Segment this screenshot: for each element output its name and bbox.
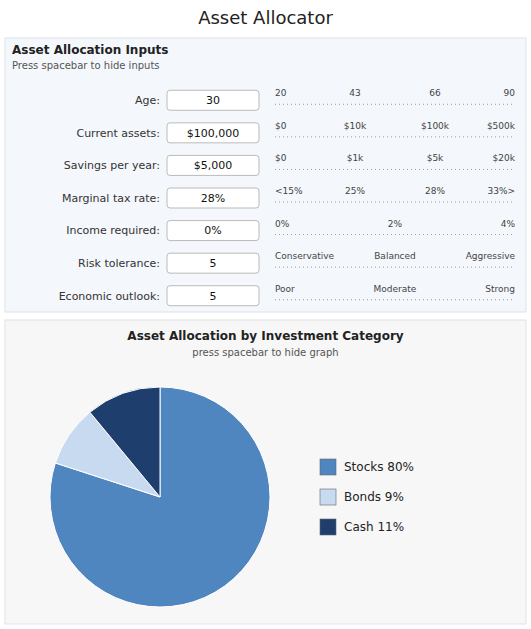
legend-swatch	[320, 459, 336, 475]
pie-slice	[90, 387, 160, 497]
slider-track	[275, 202, 515, 203]
slider-tick-label: 43	[349, 88, 360, 98]
input-row: Economic outlook: 5 Poor Moderate Strong	[59, 284, 515, 306]
input-value: 0%	[204, 224, 221, 237]
input-row: Risk tolerance: 5 Conservative Balanced Aggr…	[78, 251, 515, 273]
input-row: Age: 30 20 43 66 90	[135, 88, 515, 110]
slider-tick-label: 2%	[388, 219, 403, 229]
chart-root: Asset Allocator Asset Allocation Inputs Pr…	[0, 0, 531, 629]
inputs-title: Asset Allocation Inputs	[12, 43, 168, 57]
input-box	[167, 253, 259, 273]
slider-tick-label: Moderate	[374, 284, 417, 294]
input-value: $5,000	[194, 159, 233, 172]
legend-item: Bonds 9%	[320, 489, 404, 505]
input-row: Current assets: $100,000 $0 $10k $100k $500k	[76, 121, 515, 143]
input-box	[167, 90, 259, 110]
pie-slice	[50, 387, 270, 607]
slider-tick-label: $500k	[487, 121, 516, 131]
input-label: Income required:	[66, 224, 160, 237]
slider-tick-label: Balanced	[374, 251, 416, 261]
input-value: 5	[210, 257, 217, 270]
slider-tick-label: 20	[275, 88, 287, 98]
input-value: 28%	[201, 192, 225, 205]
input-box	[167, 155, 259, 175]
slider-tick-label: 90	[504, 88, 516, 98]
legend: Stocks 80% Bonds 9% Cash 11%	[320, 459, 414, 535]
input-value: 5	[210, 290, 217, 303]
input-label: Marginal tax rate:	[62, 192, 160, 205]
slider-track	[275, 169, 515, 170]
slider-tick-label: Strong	[485, 284, 515, 294]
page-title: Asset Allocator	[198, 7, 333, 28]
input-label: Age:	[135, 94, 160, 107]
input-box	[167, 286, 259, 306]
input-row: Marginal tax rate: 28% <15% 25% 28% 33%>	[62, 186, 515, 208]
input-row: Income required: 0% 0% 2% 4%	[66, 219, 515, 241]
inputs-subtitle: Press spacebar to hide inputs	[12, 60, 160, 71]
legend-label: Stocks 80%	[344, 460, 414, 474]
pie	[50, 387, 270, 607]
input-label: Current assets:	[76, 127, 160, 140]
legend-item: Stocks 80%	[320, 459, 414, 475]
slider-tick-label: $20k	[493, 153, 516, 163]
legend-swatch	[320, 519, 336, 535]
input-label: Economic outlook:	[59, 290, 160, 303]
legend-label: Cash 11%	[344, 520, 404, 534]
input-value: $100,000	[187, 127, 240, 140]
slider-tick-label: $100k	[421, 121, 450, 131]
slider-track	[275, 136, 515, 137]
input-row: Savings per year: $5,000 $0 $1k $5k $20k	[64, 153, 516, 175]
slider-tick-label: Aggressive	[466, 251, 516, 261]
slider-tick-label: $10k	[344, 121, 367, 131]
slider-tick-label: 28%	[425, 186, 445, 196]
input-box	[167, 123, 259, 143]
slider-tick-label: $0	[275, 121, 287, 131]
inputs-panel	[5, 38, 526, 312]
slider-tick-label: 0%	[275, 219, 290, 229]
input-value: 30	[206, 94, 220, 107]
legend-label: Bonds 9%	[344, 490, 404, 504]
slider-tick-label: 4%	[501, 219, 516, 229]
chart-subtitle: press spacebar to hide graph	[192, 347, 338, 358]
input-label: Savings per year:	[64, 159, 160, 172]
slider-tick-label: $0	[275, 153, 287, 163]
slider-tick-label: 25%	[345, 186, 365, 196]
slider-track	[275, 267, 515, 268]
slider-tick-label: Conservative	[275, 251, 335, 261]
chart-title: Asset Allocation by Investment Category	[127, 329, 403, 343]
slider-tick-label: 33%>	[487, 186, 515, 196]
slider-tick-label: 66	[429, 88, 441, 98]
input-box	[167, 221, 259, 241]
slider-tick-label: Poor	[275, 284, 295, 294]
slider-track	[275, 104, 515, 105]
slider-tick-label: $5k	[427, 153, 444, 163]
slider-track	[275, 234, 515, 235]
input-label: Risk tolerance:	[78, 257, 160, 270]
slider-tick-label: <15%	[275, 186, 303, 196]
legend-swatch	[320, 489, 336, 505]
slider-tick-label: $1k	[347, 153, 364, 163]
legend-item: Cash 11%	[320, 519, 404, 535]
pie-panel	[5, 320, 526, 624]
input-box	[167, 188, 259, 208]
slider-track	[275, 299, 515, 300]
